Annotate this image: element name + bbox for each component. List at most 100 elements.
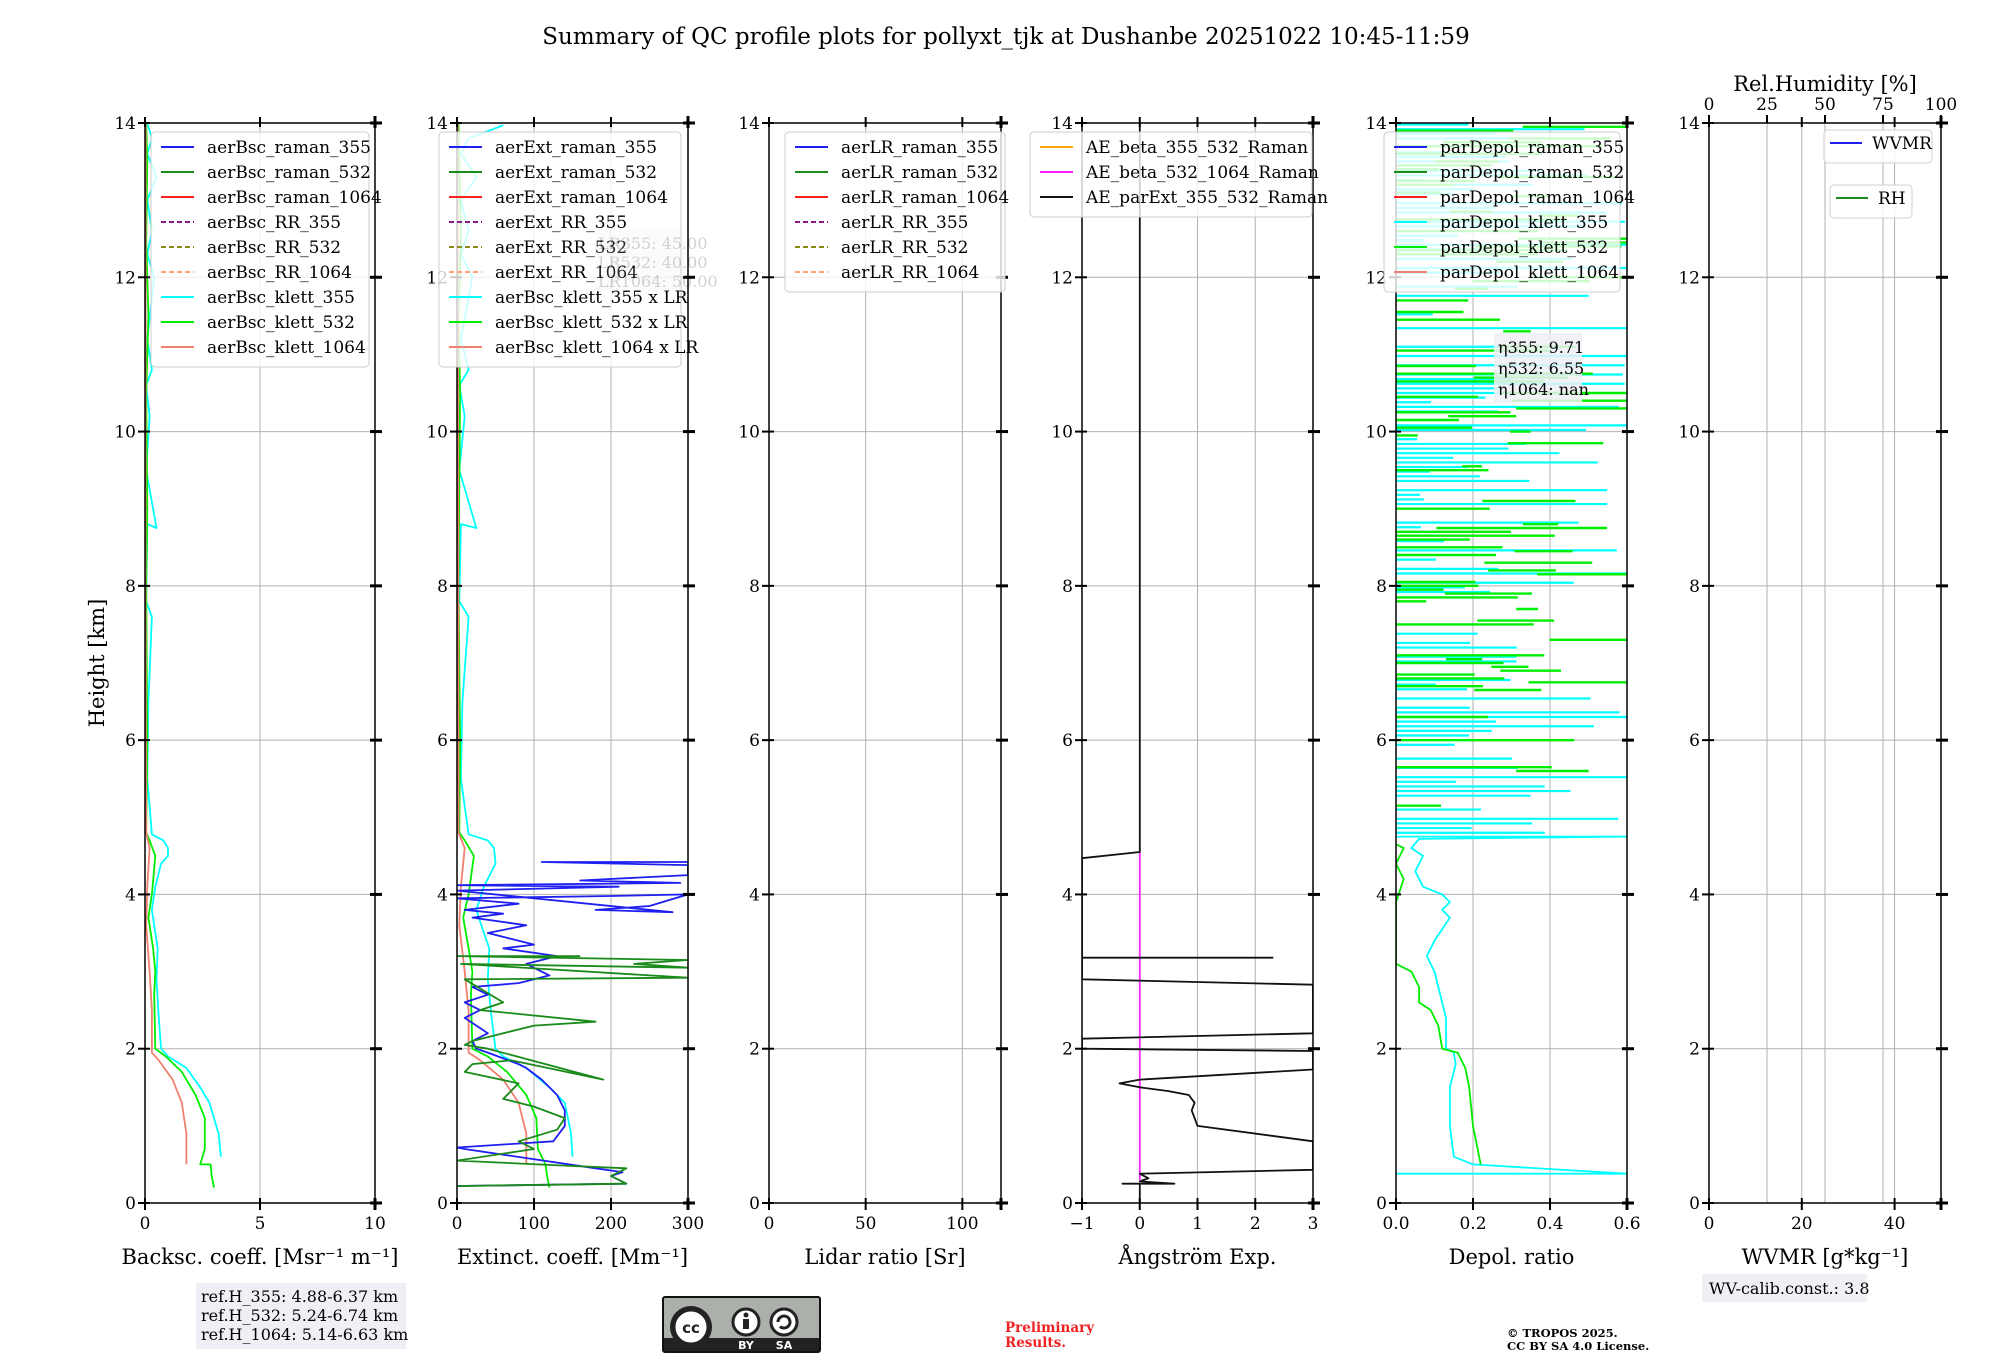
y-tick-label: 14 <box>1365 114 1387 134</box>
y-tick-label: 8 <box>1376 577 1387 597</box>
legend-label: AE_beta_532_1064_Raman <box>1085 163 1319 183</box>
legend-label: aerExt_RR_355 <box>495 213 627 233</box>
legend-label: aerLR_RR_355 <box>841 213 968 233</box>
x-axis-label: Depol. ratio <box>1449 1245 1575 1269</box>
y-tick-label: 2 <box>437 1040 448 1060</box>
figure-title: Summary of QC profile plots for pollyxt_… <box>542 24 1469 50</box>
y-tick-label: 0 <box>1689 1194 1700 1214</box>
legend-label: aerBsc_klett_1064 x LR <box>495 338 699 358</box>
y-tick-label: 4 <box>1689 885 1700 905</box>
lr-annotation-line: LR1064: 50.00 <box>598 272 718 291</box>
legend-label: aerLR_raman_532 <box>841 163 998 183</box>
legend-box <box>1829 184 1913 219</box>
eta-annotation-bg <box>1494 333 1582 402</box>
x-tick-label: 200 <box>595 1214 627 1234</box>
legend-label: aerBsc_RR_532 <box>207 238 341 258</box>
legend-rh: RH <box>1829 184 1913 219</box>
legend-box <box>784 131 1006 293</box>
y-tick-label: 10 <box>1365 423 1387 443</box>
by-icon-body <box>743 1319 749 1329</box>
y-tick-label: 2 <box>125 1040 136 1060</box>
ref-height-355: ref.H_355: 4.88-6.37 km <box>201 1287 398 1306</box>
series-line-AE_parExt_355_532_Raman <box>1082 123 1313 1203</box>
x-axis-label: Backsc. coeff. [Msr⁻¹ m⁻¹] <box>122 1245 399 1269</box>
top-x-tick-label: 0 <box>1704 95 1715 115</box>
legend-label: aerExt_raman_1064 <box>495 188 668 208</box>
x-tick-label: 0 <box>1134 1214 1145 1234</box>
x-tick-label: 300 <box>672 1214 704 1234</box>
legend-label: aerBsc_raman_1064 <box>207 188 382 208</box>
eta-annotation-line: η1064: nan <box>1498 380 1589 399</box>
wv-calib-box: WV-calib.const.: 3.8 <box>1702 1274 1870 1302</box>
top-x-axis-label: Rel.Humidity [%] <box>1733 72 1917 96</box>
preliminary-results-line2: Results. <box>1005 1335 1066 1351</box>
x-tick-label: 20 <box>1791 1214 1813 1234</box>
eta-annotation: η355: 9.71 η532: 6.55 η1064: nan <box>1494 333 1589 402</box>
legend-angstrom: AE_beta_355_532_Raman AE_beta_532_1064_Ra… <box>1029 131 1328 218</box>
top-x-tick-label: 75 <box>1872 95 1894 115</box>
legend-label: aerBsc_klett_355 <box>207 288 355 308</box>
legend-extinction: aerExt_raman_355 aerExt_raman_532 aerExt_r… <box>438 131 699 368</box>
x-tick-label: 50 <box>855 1214 877 1234</box>
cc-icon <box>674 1310 708 1344</box>
legend-label: aerExt_RR_1064 <box>495 263 638 283</box>
y-tick-label: 14 <box>426 114 448 134</box>
y-tick-label: 6 <box>749 731 760 751</box>
wv-calib-text: WV-calib.const.: 3.8 <box>1709 1279 1870 1298</box>
y-tick-label: 2 <box>1376 1040 1387 1060</box>
y-tick-label: 0 <box>125 1194 136 1214</box>
y-tick-label: 0 <box>749 1194 760 1214</box>
y-tick-label: 4 <box>749 885 760 905</box>
y-tick-label: 0 <box>1376 1194 1387 1214</box>
x-tick-label: 1 <box>1192 1214 1203 1234</box>
y-tick-label: 12 <box>1365 268 1387 288</box>
legend-label: parDepol_klett_1064 <box>1440 263 1619 283</box>
y-tick-label: 8 <box>125 577 136 597</box>
y-tick-label: 10 <box>738 423 760 443</box>
x-tick-label: 0.0 <box>1382 1214 1409 1234</box>
x-tick-label: 10 <box>364 1214 386 1234</box>
series-group-angstrom <box>1082 123 1313 1203</box>
legend-box <box>150 131 370 368</box>
legend-label: aerBsc_klett_532 x LR <box>495 313 689 333</box>
x-tick-label: 0.6 <box>1613 1214 1640 1234</box>
cc-label: cc <box>682 1319 700 1337</box>
legend-label: AE_parExt_355_532_Raman <box>1085 188 1328 208</box>
y-tick-label: 8 <box>1689 577 1700 597</box>
y-tick-label: 14 <box>738 114 760 134</box>
x-tick-label: 2 <box>1250 1214 1261 1234</box>
axes-frame-extinction <box>456 122 689 1204</box>
x-tick-label: 0 <box>140 1214 151 1234</box>
y-tick-label: 6 <box>125 731 136 751</box>
y-tick-label: 14 <box>1678 114 1700 134</box>
y-axis-label: Height [km] <box>85 599 109 728</box>
legend-label: RH <box>1878 189 1906 209</box>
y-tick-label: 6 <box>1376 731 1387 751</box>
y-tick-label: 8 <box>1062 577 1073 597</box>
y-tick-label: 6 <box>1062 731 1073 751</box>
series-line-aerBsc_klett_1064 <box>145 123 188 1165</box>
sa-label: SA <box>776 1339 793 1352</box>
x-tick-label: 0 <box>764 1214 775 1234</box>
x-axis-label: WVMR [g*kg⁻¹] <box>1742 1245 1909 1269</box>
legend-label: aerExt_RR_532 <box>495 238 627 258</box>
y-tick-label: 12 <box>1051 268 1073 288</box>
legend-label: aerLR_RR_1064 <box>841 263 979 283</box>
by-label: BY <box>738 1339 755 1352</box>
x-tick-label: 0.2 <box>1459 1214 1486 1234</box>
x-axis-label: Extinct. coeff. [Mm⁻¹] <box>457 1245 688 1269</box>
axes-frame-lidar_ratio <box>768 122 1002 1204</box>
cc-by-sa-badge: cc BY SA <box>662 1296 821 1353</box>
preliminary-results-line1: Preliminary <box>1005 1320 1095 1336</box>
y-tick-label: 4 <box>1062 885 1073 905</box>
legend-box <box>1029 131 1313 218</box>
y-tick-label: 12 <box>1678 268 1700 288</box>
legend-label: aerBsc_RR_355 <box>207 213 341 233</box>
axes-frame-depol <box>1395 122 1628 1204</box>
y-tick-label: 12 <box>738 268 760 288</box>
legend-label: parDepol_klett_532 <box>1440 238 1608 258</box>
y-tick-label: 4 <box>437 885 448 905</box>
lr-annotation-line: LR532: 40.00 <box>598 253 708 272</box>
copyright-line1: © TROPOS 2025. <box>1507 1326 1618 1340</box>
x-axis-label: Ångström Exp. <box>1118 1244 1277 1269</box>
